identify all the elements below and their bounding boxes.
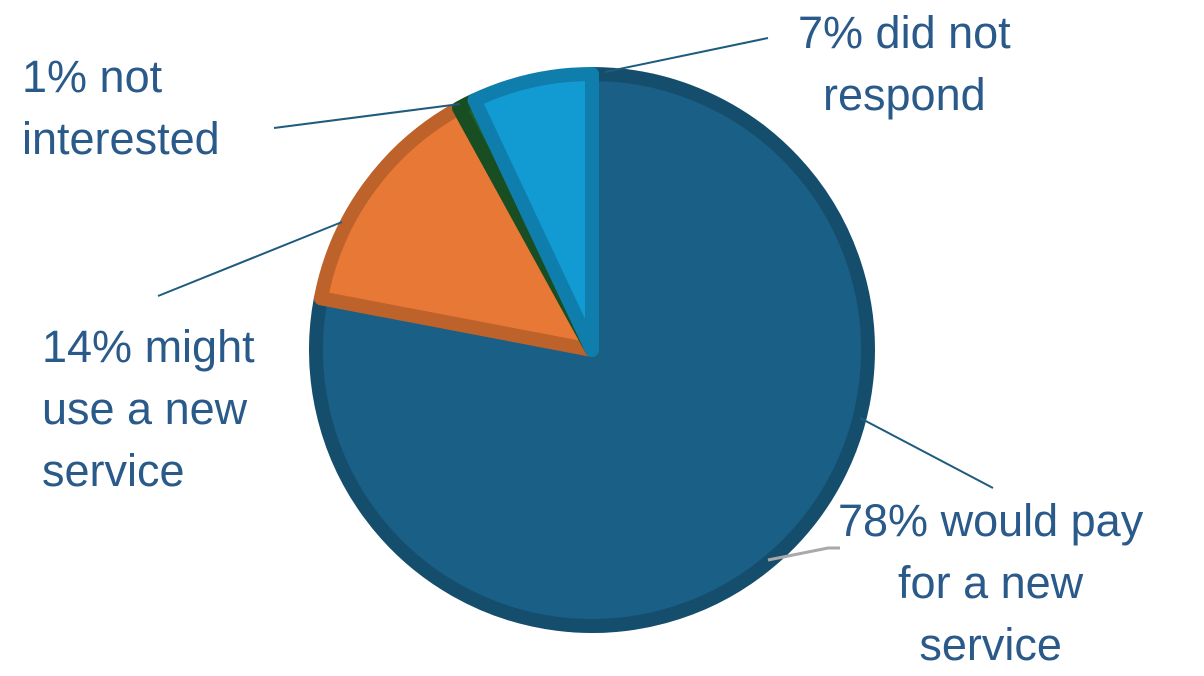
slice-would-pay [309,67,875,633]
leader-line-14 [157,221,343,297]
pie-slices [309,67,875,633]
label-might-use-line-3: service [42,445,185,496]
label-would-pay: 78% would pay for a new service [838,490,1143,676]
leader-line-78-tail [767,546,840,562]
leader-line-78 [859,417,994,489]
leader-lines [157,37,994,562]
label-might-use: 14% might use a new service [42,316,255,502]
label-would-pay-line-2: for a new [898,557,1084,608]
leader-line-1 [273,103,461,129]
label-not-interested-line-1: 1% not [22,51,163,102]
label-did-not-respond: 7% did not respond [798,2,1011,126]
label-not-interested: 1% not interested [22,46,220,170]
slice-might-use [313,101,599,357]
label-would-pay-line-1: 78% would pay [838,495,1144,546]
label-not-interested-line-2: interested [22,113,220,164]
label-might-use-line-2: use a new [42,383,248,434]
label-might-use-line-1: 14% might [42,321,255,372]
label-did-not-respond-line-1: 7% did not [798,7,1011,58]
label-did-not-respond-line-2: respond [823,69,986,120]
slice-did-not-respond [467,67,599,357]
label-would-pay-line-3: service [919,619,1062,670]
leader-line-7 [604,37,769,73]
